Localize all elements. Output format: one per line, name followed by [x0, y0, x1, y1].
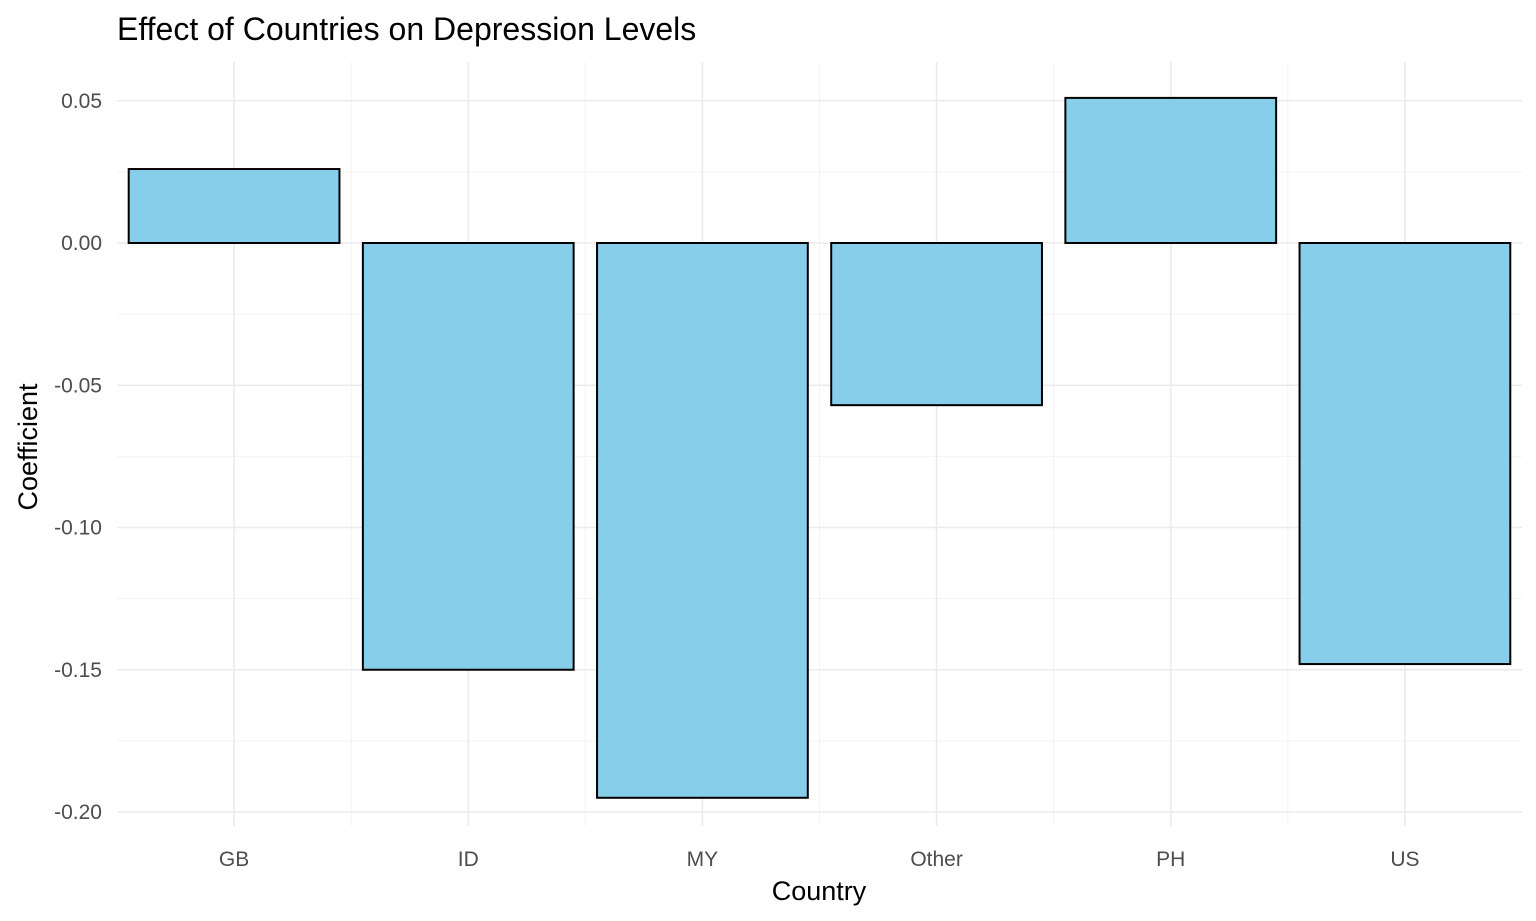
x-tick-label: PH [1156, 848, 1185, 871]
y-tick-label: 0.05 [61, 90, 102, 113]
x-tick-label: GB [219, 848, 249, 871]
bars [127, 96, 1512, 799]
chart-title: Effect of Countries on Depression Levels [117, 11, 696, 47]
y-tick-label: -0.20 [54, 801, 102, 824]
bar-other [830, 242, 1043, 407]
x-axis-tick-labels: GB ID MY Other PH US [219, 848, 1420, 871]
x-axis-title: Country [772, 876, 867, 906]
y-tick-label: -0.15 [54, 659, 102, 682]
bar-us [1298, 242, 1512, 666]
y-tick-label: 0.00 [61, 232, 102, 255]
x-tick-label: MY [687, 848, 719, 871]
y-axis-title: Coefficient [13, 383, 43, 511]
y-tick-label: -0.10 [54, 517, 102, 540]
y-tick-label: -0.05 [54, 374, 102, 397]
bar-id [361, 242, 575, 671]
x-tick-label: ID [458, 848, 479, 871]
bar-my [596, 242, 809, 799]
y-axis-tick-labels: 0.05 0.00 -0.05 -0.10 -0.15 -0.20 [54, 90, 102, 824]
bar-ph [1064, 96, 1278, 244]
x-tick-label: US [1390, 848, 1419, 871]
x-tick-label: Other [910, 848, 963, 871]
bar-gb [127, 168, 341, 244]
